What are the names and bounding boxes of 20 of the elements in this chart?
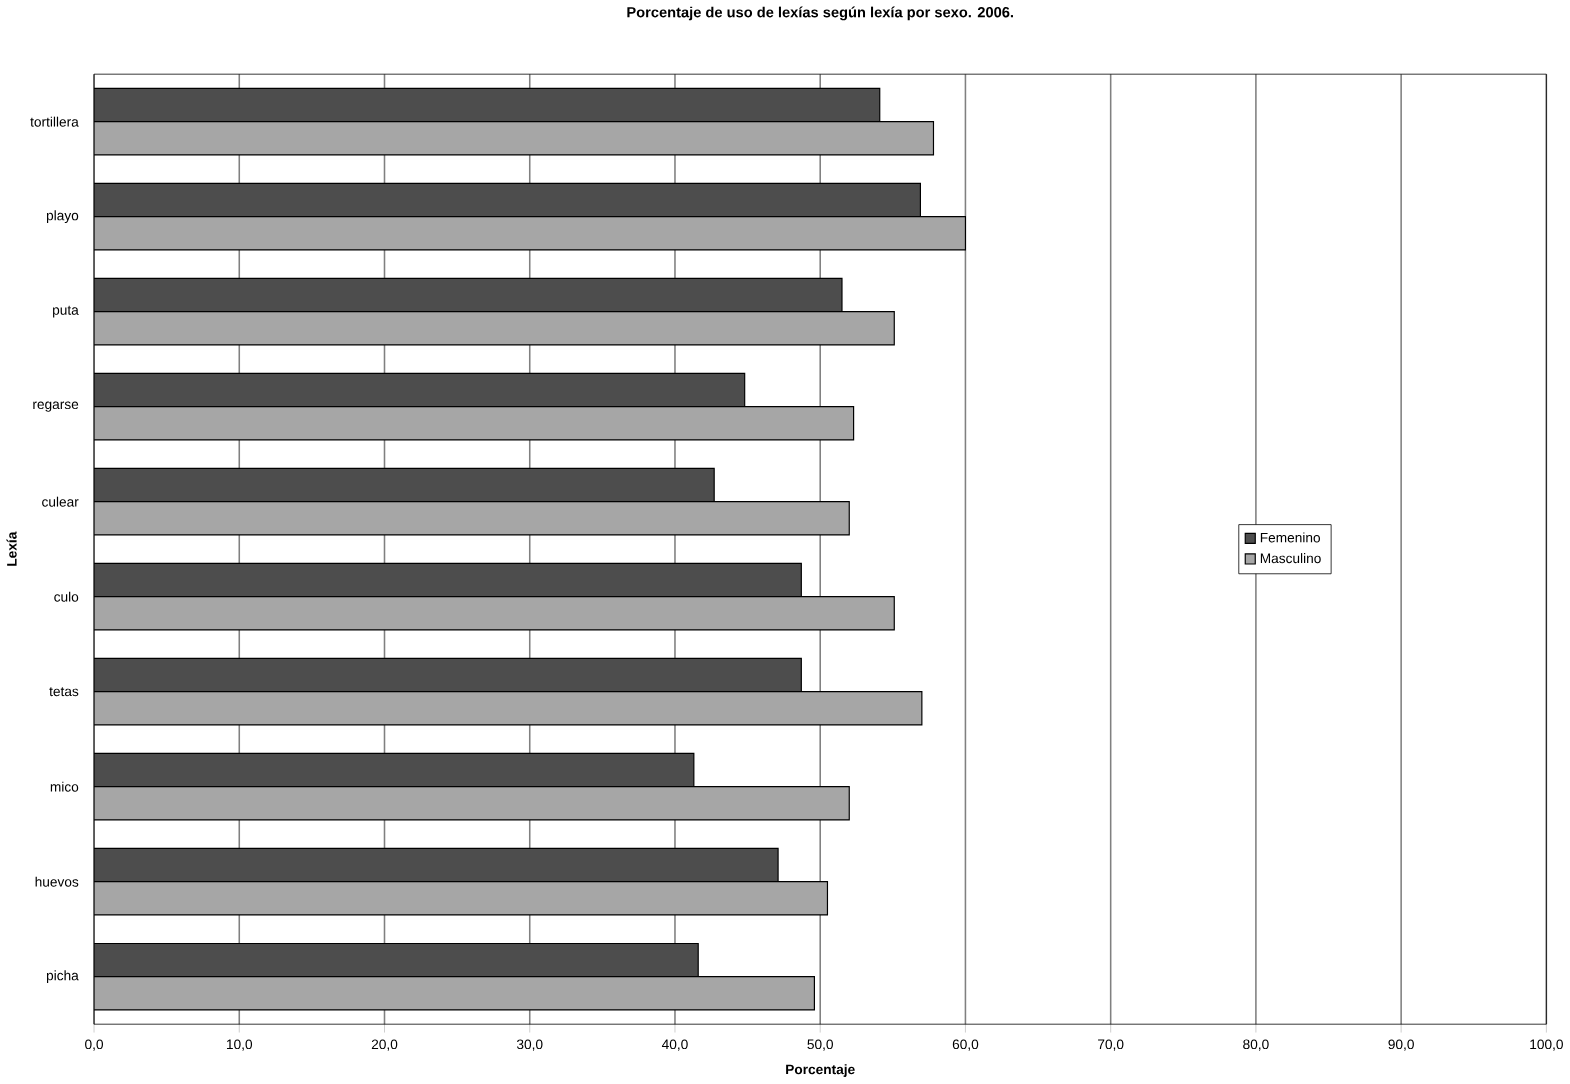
bar (94, 943, 699, 978)
bar (94, 658, 802, 693)
bar (94, 786, 850, 821)
bar (94, 501, 850, 536)
bar (94, 976, 815, 1011)
bar (94, 216, 967, 251)
bar (94, 183, 921, 218)
bar (94, 596, 895, 631)
bar (94, 311, 895, 346)
bar (94, 691, 923, 726)
bar (94, 121, 935, 156)
bar (94, 88, 881, 123)
bar (94, 753, 695, 788)
bar (94, 468, 715, 503)
bar (94, 406, 855, 441)
bar (94, 278, 843, 313)
bar (94, 848, 779, 883)
bar (94, 881, 829, 916)
bar (94, 563, 802, 598)
bar (94, 373, 746, 408)
